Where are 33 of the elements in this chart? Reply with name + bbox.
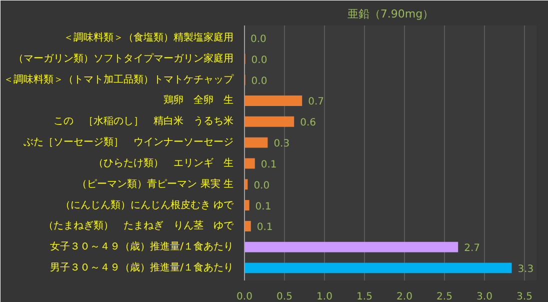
y-tick-label: この ［水稲のし］ 精白米 うるち米 bbox=[54, 115, 234, 128]
data-label: 3.3 bbox=[518, 264, 534, 275]
data-label: 0.0 bbox=[254, 180, 270, 192]
data-label: 0.7 bbox=[308, 96, 324, 108]
data-label: 0.0 bbox=[250, 34, 266, 46]
y-tick-label: 男子３０～４９（歳）推進量/１食あたり bbox=[50, 261, 234, 274]
y-tick-label: 女子３０～４９（歳）推進量/１食あたり bbox=[50, 240, 234, 253]
data-label: 2.7 bbox=[464, 243, 480, 254]
x-tick-label: 0.0 bbox=[236, 292, 252, 302]
y-tick-label: （マーガリン類）ソフトタイプマーガリン家庭用 bbox=[14, 52, 234, 64]
y-tick-label: （にんじん類）にんじん根皮むき ゆで bbox=[60, 198, 234, 211]
y-tick-label: （たまねぎ類） たまねぎ りん茎 ゆで bbox=[44, 220, 234, 232]
x-tick-label: 1.0 bbox=[316, 292, 332, 302]
y-tick-label: （ピーマン類）青ピーマン 果実 生 bbox=[77, 178, 234, 190]
y-tick-label: （ひらたけ類） エリンギ 生 bbox=[94, 156, 234, 169]
y-tick-label: ＜調味料類＞（トマト加工品類）トマトケチャップ bbox=[4, 73, 234, 86]
y-tick-label: ＜調味料類＞（食塩類）精製塩家庭用 bbox=[64, 32, 234, 44]
x-tick-label: 2.5 bbox=[436, 292, 452, 302]
data-label: 0.6 bbox=[300, 118, 316, 129]
x-tick-label: 3.0 bbox=[476, 292, 492, 302]
chart-title: 亜鉛（7.90mg） bbox=[347, 8, 434, 20]
data-label: 0.1 bbox=[260, 159, 277, 170]
x-tick-label: 1.5 bbox=[356, 292, 372, 302]
y-tick-label: 鶏卵 全卵 生 bbox=[164, 94, 234, 106]
x-tick-label: 3.5 bbox=[516, 292, 532, 302]
data-label: 0.3 bbox=[274, 138, 290, 150]
data-label: 0.0 bbox=[251, 54, 268, 66]
data-label: 0.1 bbox=[255, 201, 272, 212]
data-label: 0.0 bbox=[251, 76, 268, 87]
x-tick-label: 0.5 bbox=[276, 292, 292, 302]
data-label: 0.1 bbox=[256, 222, 273, 234]
x-tick-label: 2.0 bbox=[396, 292, 412, 302]
y-tick-label: ぶた［ソーセージ類］ ウインナーソーセージ bbox=[24, 136, 234, 148]
